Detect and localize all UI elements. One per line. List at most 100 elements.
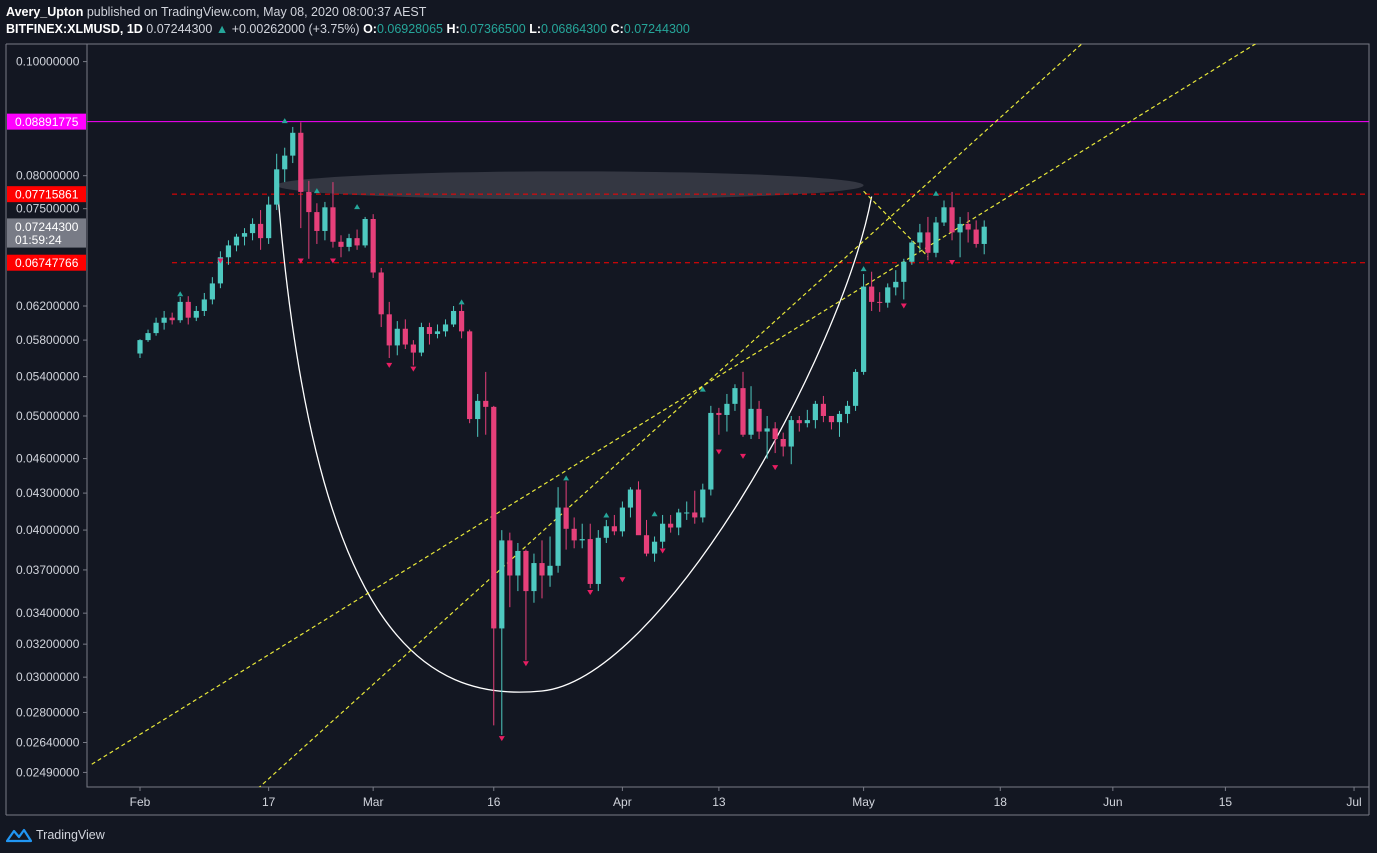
fractal-down-marker: [522, 661, 529, 667]
candle: [925, 216, 931, 261]
candle: [965, 212, 971, 243]
candle-body: [772, 428, 778, 439]
candle: [571, 517, 577, 549]
candle: [314, 203, 320, 244]
candle-body: [563, 507, 569, 529]
y-axis-label: 0.03200000: [16, 637, 80, 651]
ohlc-line: BITFINEX:XLMUSD, 1D 0.07244300 ▲ +0.0026…: [6, 21, 690, 38]
highlight-ellipse: [276, 171, 864, 200]
price-tag-label: 01:59:24: [15, 233, 62, 247]
candle-body: [579, 539, 585, 541]
candle-body: [660, 523, 666, 542]
candle-body: [258, 223, 264, 239]
candle: [764, 415, 770, 459]
symbol-label[interactable]: BITFINEX:XLMUSD, 1D: [6, 22, 143, 36]
y-axis-label: 0.07500000: [16, 202, 80, 216]
candle: [788, 415, 794, 465]
candle: [394, 321, 400, 356]
price-tag-label: 0.08891775: [15, 115, 79, 129]
candle-body: [330, 207, 336, 242]
price-tag-box: [7, 231, 86, 248]
candle: [370, 214, 376, 278]
candle: [266, 196, 272, 244]
fractal-up-marker: [563, 475, 570, 481]
fractal-up-marker: [458, 299, 465, 305]
candle: [555, 487, 561, 573]
candle-body: [877, 301, 883, 303]
candle-body: [137, 340, 143, 354]
candle: [716, 407, 722, 435]
candle-body: [442, 324, 449, 332]
candle-body: [290, 132, 296, 156]
fractal-down-marker: [217, 258, 224, 264]
candle: [748, 386, 754, 439]
low-value: 0.06864300: [541, 22, 608, 36]
fractal-down-marker: [715, 449, 722, 455]
x-axis-label: Jun: [1103, 795, 1122, 809]
x-axis-label: 17: [262, 795, 276, 809]
y-axis-label: 0.03000000: [16, 670, 80, 684]
fractal-up-marker: [699, 386, 706, 392]
candle-body: [893, 281, 899, 288]
trend-line: [863, 190, 929, 257]
change-up-icon: ▲: [215, 22, 229, 36]
candle-body: [483, 400, 489, 407]
candle: [491, 405, 497, 726]
candle: [306, 180, 312, 259]
candle-body: [885, 287, 891, 303]
cup-arc: [276, 178, 873, 693]
candle: [459, 304, 465, 339]
candle-body: [981, 226, 987, 244]
y-axis-label: 0.04300000: [16, 486, 80, 500]
candle: [515, 543, 521, 592]
candle: [225, 240, 232, 265]
candle-body: [869, 286, 875, 302]
candle: [836, 410, 843, 437]
candle: [418, 322, 424, 357]
candle-body: [836, 413, 843, 423]
candle-body: [185, 301, 191, 318]
candle: [201, 292, 207, 316]
low-label: L:: [529, 22, 542, 36]
candle: [298, 122, 304, 229]
candle-body: [338, 241, 344, 247]
candle: [426, 322, 433, 345]
author-name[interactable]: Avery_Upton: [6, 5, 84, 19]
candle-body: [499, 540, 505, 629]
fractal-up-marker: [860, 266, 867, 272]
candle-body: [804, 420, 810, 424]
price-tag-label: 0.07244300: [15, 220, 79, 234]
candle-body: [362, 219, 368, 246]
candle: [547, 536, 553, 587]
footer-brand[interactable]: TradingView: [36, 828, 105, 842]
candle-body: [901, 261, 907, 282]
candle-body: [861, 286, 867, 372]
candle: [756, 400, 762, 439]
candle: [579, 523, 585, 549]
candle-body: [426, 327, 433, 334]
candle: [692, 490, 698, 524]
candle-body: [346, 238, 352, 247]
fractal-down-marker: [587, 590, 594, 596]
price-tag-box: [7, 113, 86, 130]
candle: [378, 267, 384, 328]
chart-header: Avery_Upton published on TradingView.com…: [6, 4, 690, 38]
candle-body: [467, 331, 473, 420]
candle-body: [523, 550, 529, 592]
candle: [587, 523, 593, 589]
candle: [354, 229, 360, 250]
candle-body: [354, 238, 360, 246]
high-label: H:: [446, 22, 460, 36]
candle-body: [732, 388, 738, 404]
candle: [869, 271, 875, 311]
candle-body: [941, 207, 947, 223]
candle: [981, 220, 987, 255]
y-axis-label: 0.04600000: [16, 452, 80, 466]
candle: [531, 553, 537, 603]
fractal-down-marker: [619, 577, 626, 583]
last-price: 0.07244300: [146, 22, 213, 36]
candle-body: [201, 299, 207, 311]
candle: [169, 312, 175, 325]
candle-body: [852, 371, 859, 406]
